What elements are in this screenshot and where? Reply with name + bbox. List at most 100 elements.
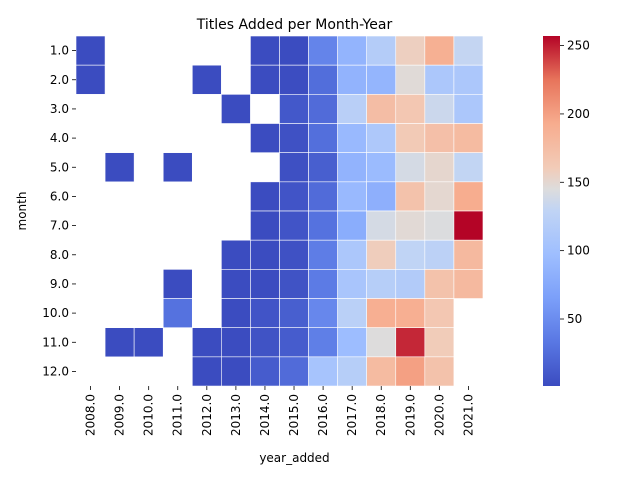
y-tick-label: 12.0 xyxy=(42,364,69,378)
heatmap-cell xyxy=(453,152,484,183)
heatmap-cell xyxy=(250,356,280,387)
heatmap-cell xyxy=(453,123,484,153)
heatmap-cell xyxy=(366,181,397,212)
colorbar-gradient xyxy=(543,36,560,386)
heatmap-cell xyxy=(424,298,455,328)
x-axis-title: year_added xyxy=(259,451,329,465)
heatmap-cell xyxy=(250,64,280,95)
heatmap-cell xyxy=(424,269,455,299)
heatmap-cell xyxy=(221,356,251,387)
heatmap-cell xyxy=(162,152,193,183)
heatmap-cell xyxy=(221,269,251,299)
heatmap-cell xyxy=(337,239,368,270)
heatmap-cell xyxy=(337,123,368,153)
heatmap-cell xyxy=(279,356,309,387)
y-tick-label: 10.0 xyxy=(42,306,69,320)
heatmap-cell xyxy=(424,356,455,387)
x-tick-label: 2020.0 xyxy=(432,394,446,436)
heatmap-cell xyxy=(279,327,309,358)
heatmap-cell xyxy=(366,327,397,358)
heatmap-cell xyxy=(366,239,397,270)
heatmap-cell xyxy=(366,94,397,124)
heatmap-cell xyxy=(279,123,309,153)
heatmap-cell xyxy=(453,64,484,95)
heatmap-cell xyxy=(337,64,368,95)
y-axis-title: month xyxy=(15,192,29,231)
heatmap-cell xyxy=(395,327,426,358)
heatmap-cell xyxy=(366,298,397,328)
colorbar-tick-label: 200 xyxy=(567,107,590,121)
y-axis: 1.0 2.0 3.0 4.0 5.0 6.0 7.0 8.0 9.0 10.0 11.0 12.0 xyxy=(42,44,76,378)
heatmap-cell xyxy=(279,298,309,328)
heatmap-cell xyxy=(250,269,280,299)
heatmap-cell xyxy=(366,152,397,183)
heatmap-cell xyxy=(308,298,338,328)
colorbar-tick-label: 50 xyxy=(567,312,582,326)
heatmap-cell xyxy=(308,123,338,153)
heatmap-cell xyxy=(337,35,368,66)
chart-title: Titles Added per Month-Year xyxy=(196,17,393,33)
heatmap-cell xyxy=(250,35,280,66)
heatmap-cell xyxy=(279,181,309,212)
x-tick-label: 2018.0 xyxy=(374,394,388,436)
heatmap-cell xyxy=(337,327,368,358)
x-tick-label: 2015.0 xyxy=(287,394,301,436)
heatmap-cell xyxy=(395,356,426,387)
x-tick-label: 2008.0 xyxy=(84,394,98,436)
heatmap-cell xyxy=(366,210,397,241)
heatmap-cell xyxy=(424,152,455,183)
heatmap-cell xyxy=(308,210,338,241)
heatmap-cell xyxy=(337,269,368,299)
heatmap-cell xyxy=(337,152,368,183)
y-tick-label: 8.0 xyxy=(50,248,69,262)
y-tick-label: 9.0 xyxy=(50,277,69,291)
x-tick-label: 2014.0 xyxy=(258,394,272,436)
heatmap-cell xyxy=(221,327,251,358)
heatmap-cell xyxy=(221,94,251,124)
x-axis: 2008.0 2009.0 2010.0 2011.0 2012.0 2013.0 2014… xyxy=(84,386,475,436)
heatmap-cell xyxy=(395,269,426,299)
heatmap-cell xyxy=(162,269,193,299)
heatmap-cell xyxy=(337,298,368,328)
heatmap-cell xyxy=(75,35,106,66)
heatmap-cell xyxy=(337,356,368,387)
heatmap-cell xyxy=(279,35,309,66)
heatmap-cell xyxy=(395,210,426,241)
heatmap-cell xyxy=(104,152,135,183)
heatmap-cell xyxy=(395,64,426,95)
x-tick-label: 2013.0 xyxy=(229,394,243,436)
heatmap-cell xyxy=(424,239,455,270)
heatmap-cell xyxy=(424,123,455,153)
heatmap-cell xyxy=(250,327,280,358)
heatmap-cell xyxy=(395,239,426,270)
heatmap-cell xyxy=(308,64,338,95)
heatmap-cell xyxy=(250,239,280,270)
heatmap-cell xyxy=(337,181,368,212)
heatmap-cell xyxy=(395,94,426,124)
heatmap-cell xyxy=(308,152,338,183)
y-tick-label: 2.0 xyxy=(50,73,69,87)
heatmap-cell xyxy=(424,35,455,66)
y-tick-label: 5.0 xyxy=(50,160,69,174)
heatmap-cell xyxy=(453,269,484,299)
heatmap-cell xyxy=(395,181,426,212)
heatmap-cell xyxy=(424,210,455,241)
heatmap-cell xyxy=(250,210,280,241)
y-tick-label: 1.0 xyxy=(50,44,69,58)
x-tick-label: 2010.0 xyxy=(142,394,156,436)
heatmap-cell xyxy=(279,64,309,95)
heatmap-cell xyxy=(279,94,309,124)
heatmap-cell xyxy=(104,327,135,358)
heatmap-cell xyxy=(424,327,455,358)
y-tick-label: 6.0 xyxy=(50,189,69,203)
colorbar: 50 100 150 200 250 xyxy=(543,36,590,386)
heatmap-cell xyxy=(337,210,368,241)
heatmap-cell xyxy=(366,64,397,95)
heatmap-cell xyxy=(366,123,397,153)
heatmap-cell xyxy=(366,269,397,299)
heatmap-cell xyxy=(395,298,426,328)
heatmap-cell xyxy=(424,64,455,95)
heatmap-cell xyxy=(191,64,222,95)
heatmap-cell xyxy=(221,239,251,270)
heatmap-cell xyxy=(250,181,280,212)
